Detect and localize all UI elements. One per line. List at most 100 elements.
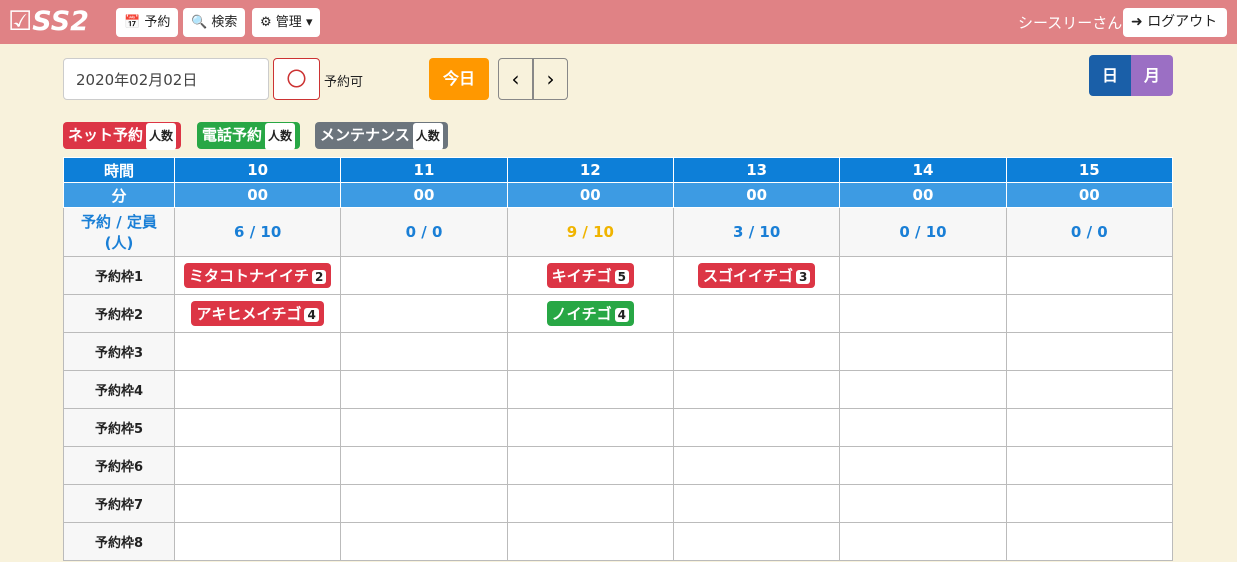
month-view-button[interactable]: 月 xyxy=(1131,55,1173,96)
slot-cell xyxy=(1005,256,1174,295)
legend-item: 電話予約 人数 xyxy=(197,122,301,150)
slot-cell xyxy=(173,484,342,523)
slot-cell xyxy=(672,332,841,371)
header-cell: 時間 xyxy=(63,157,175,183)
slot-label: 予約枠3 xyxy=(63,332,175,371)
reservation[interactable]: キイチゴ 5 xyxy=(546,263,634,288)
slot-cell xyxy=(173,446,342,485)
hour-cell: 15 xyxy=(1005,157,1174,183)
reservation-name: キイチゴ xyxy=(551,267,612,285)
minute-cell: 00 xyxy=(1005,182,1174,208)
slot-cell xyxy=(1005,484,1174,523)
reservation[interactable]: アキヒメイチゴ 4 xyxy=(191,301,324,326)
legend-item: メンテナンス 人数 xyxy=(315,122,448,150)
slot-cell xyxy=(672,408,841,447)
reservation-count: 5 xyxy=(614,270,629,284)
legend-badge: 人数 xyxy=(412,123,443,150)
logout-label: ログアウト xyxy=(1147,14,1218,30)
minute-row: 分 00 00 00 00 00 00 xyxy=(63,182,1174,208)
capacity-cell: 0 / 0 xyxy=(1005,207,1174,257)
day-view-button[interactable]: 日 xyxy=(1089,55,1131,96)
slot-cell xyxy=(1005,522,1174,561)
slot-cell xyxy=(839,370,1007,409)
capacity-label: 予約 / 定員 (人) xyxy=(63,207,175,257)
reservation-count: 4 xyxy=(304,308,319,322)
logo-text: SS2 xyxy=(32,6,89,37)
reservation[interactable]: ミタコトナイイチ 2 xyxy=(183,263,332,288)
legend-label: ネット予約 xyxy=(68,126,144,144)
slot-label: 予約枠8 xyxy=(63,522,175,561)
slot-label: 予約枠2 xyxy=(63,294,175,333)
minute-cell: 00 xyxy=(672,182,841,208)
next-button[interactable]: › xyxy=(533,58,568,100)
slot-cell xyxy=(1005,446,1174,485)
slot-cell: ノイチゴ 4 xyxy=(506,294,674,333)
slot-cell xyxy=(173,408,342,447)
slot-row: 予約枠2 アキヒメイチゴ 4 ノイチゴ 4 xyxy=(63,294,1174,333)
slot-cell xyxy=(1005,294,1174,333)
slot-label: 予約枠1 xyxy=(63,256,175,295)
hour-cell: 14 xyxy=(839,157,1007,183)
capacity-cell: 0 / 0 xyxy=(340,207,508,257)
slot-cell xyxy=(839,408,1007,447)
header-cell: 分 xyxy=(63,182,175,208)
menu-button[interactable]: 📅 予約 xyxy=(116,8,179,37)
capacity-label-line: (人) xyxy=(104,234,134,252)
slot-row: 予約枠5 xyxy=(63,408,1174,447)
logo[interactable]: ☑SS2 xyxy=(8,6,89,37)
reservation[interactable]: スゴイイチゴ 3 xyxy=(697,263,816,288)
hour-cell: 13 xyxy=(672,157,841,183)
menu-label: 検索 xyxy=(211,15,238,30)
menu-button[interactable]: ⚙ 管理 ▾ xyxy=(252,8,321,37)
status-label: 予約可 xyxy=(324,75,364,90)
date-input[interactable]: 2020年02月02日 xyxy=(63,58,269,100)
slot-cell xyxy=(839,446,1007,485)
today-button[interactable]: 今日 xyxy=(429,58,489,100)
slot-cell xyxy=(506,370,674,409)
slot-cell xyxy=(839,332,1007,371)
slot-cell xyxy=(1005,408,1174,447)
slot-cell xyxy=(340,370,508,409)
slot-row: 予約枠4 xyxy=(63,370,1174,409)
capacity-cell: 9 / 10 xyxy=(506,207,674,257)
slot-label: 予約枠4 xyxy=(63,370,175,409)
slot-cell xyxy=(340,256,508,295)
minute-cell: 00 xyxy=(839,182,1007,208)
slot-cell xyxy=(672,294,841,333)
slot-cell xyxy=(506,408,674,447)
slot-cell xyxy=(1005,370,1174,409)
slot-cell xyxy=(839,522,1007,561)
capacity-label-line: 予約 / 定員 xyxy=(81,213,157,231)
slot-cell: アキヒメイチゴ 4 xyxy=(173,294,342,333)
slot-cell xyxy=(506,484,674,523)
prev-button[interactable]: ‹ xyxy=(498,58,533,100)
slot-label: 予約枠5 xyxy=(63,408,175,447)
reservation[interactable]: ノイチゴ 4 xyxy=(546,301,634,326)
slot-cell xyxy=(340,408,508,447)
reservation-count: 2 xyxy=(311,270,327,284)
slot-row: 予約枠1 ミタコトナイイチ 2 キイチゴ 5 スゴイイチゴ 3 xyxy=(63,256,1174,295)
slot-label: 予約枠6 xyxy=(63,446,175,485)
navbar: ☑SS2 📅 予約 🔍 検索 ⚙ 管理 ▾ シースリーさん ➜ ログアウト xyxy=(0,0,1237,44)
menu-button[interactable]: 🔍 検索 xyxy=(183,8,246,37)
legend-label: 電話予約 xyxy=(202,126,263,144)
reservation-count: 3 xyxy=(795,270,811,284)
logout-button[interactable]: ➜ ログアウト xyxy=(1123,8,1227,37)
slot-row: 予約枠3 xyxy=(63,332,1174,371)
slot-cell xyxy=(340,332,508,371)
capacity-cell: 0 / 10 xyxy=(839,207,1007,257)
slot-cell: ミタコトナイイチ 2 xyxy=(173,256,342,295)
reservation-name: スゴイイチゴ xyxy=(702,267,793,285)
slot-cell xyxy=(672,522,841,561)
reservation-name: ミタコトナイイチ xyxy=(188,267,309,285)
legend-badge: 人数 xyxy=(265,123,296,150)
slot-cell xyxy=(340,294,508,333)
slot-cell xyxy=(672,484,841,523)
status-button[interactable]: 〇 xyxy=(273,58,320,100)
capacity-cell: 3 / 10 xyxy=(672,207,841,257)
slot-cell xyxy=(1005,332,1174,371)
minute-cell: 00 xyxy=(506,182,674,208)
hour-row: 時間 10 11 12 13 14 15 xyxy=(63,157,1174,183)
slot-cell xyxy=(839,294,1007,333)
